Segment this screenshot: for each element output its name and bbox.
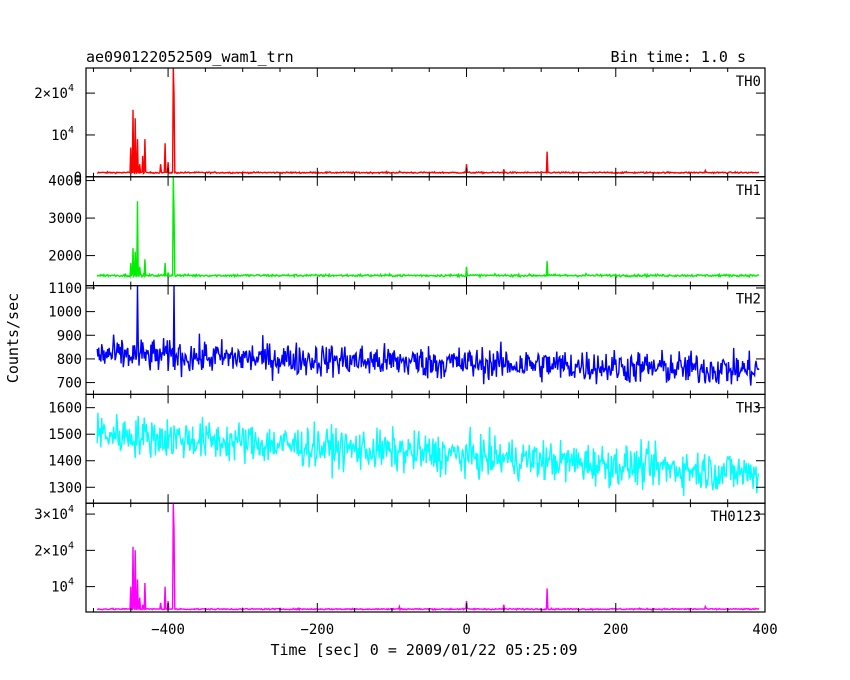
y-tick-label: 800 xyxy=(57,352,82,368)
panel-frame-th2 xyxy=(85,285,766,396)
y-tick-label: 2000 xyxy=(48,249,82,265)
y-tick-label: 700 xyxy=(57,376,82,392)
plot-title: ae090122052509_wam1_trn xyxy=(86,48,294,66)
series-line-th2 xyxy=(96,285,760,386)
series-line-th0 xyxy=(97,68,760,175)
y-tick-label: 2×104 xyxy=(34,540,74,559)
y-tick-label: 1400 xyxy=(48,454,82,470)
x-tick-label: 400 xyxy=(752,622,777,638)
x-axis-label: Time [sec] 0 = 2009/01/22 05:25:09 xyxy=(270,641,577,659)
series-line-th0123 xyxy=(96,503,760,612)
panel-label-th2: TH2 xyxy=(736,292,761,308)
panels-group: TH001042×104TH1200030004000TH27008009001… xyxy=(34,67,778,638)
y-tick-label: 1300 xyxy=(48,480,82,496)
panel-label-th0123: TH0123 xyxy=(710,509,761,525)
y-axis-label: Counts/sec xyxy=(4,293,22,383)
y-tick-label: 1600 xyxy=(48,401,82,417)
series-line-th3 xyxy=(96,412,760,497)
y-tick-label: 4000 xyxy=(48,174,82,190)
x-tick-label: −400 xyxy=(151,622,185,638)
y-tick-label: 2×104 xyxy=(34,83,74,102)
x-tick-label: −200 xyxy=(300,622,334,638)
y-tick-label: 1000 xyxy=(48,305,82,321)
y-tick-label: 3×104 xyxy=(34,504,74,523)
y-tick-label: 104 xyxy=(51,125,74,144)
panel-frame-th0123 xyxy=(85,502,766,613)
y-tick-label: 900 xyxy=(57,328,82,344)
panel-label-th1: TH1 xyxy=(736,183,761,199)
x-tick-label: 0 xyxy=(462,622,470,638)
panel-label-th0: TH0 xyxy=(736,74,761,90)
x-tick-label: 200 xyxy=(603,622,628,638)
y-tick-label: 1500 xyxy=(48,427,82,443)
y-tick-label: 104 xyxy=(51,577,74,596)
panel-frame-th0 xyxy=(85,67,766,178)
y-tick-label: 3000 xyxy=(48,211,82,227)
series-line-th1 xyxy=(96,176,760,280)
panel-label-th3: TH3 xyxy=(736,400,761,416)
y-tick-label: 1100 xyxy=(48,281,82,297)
y-tick-label: 0 xyxy=(74,170,82,186)
bin-time-label: Bin time: 1.0 s xyxy=(611,48,746,66)
panel-frame-th1 xyxy=(85,176,766,287)
